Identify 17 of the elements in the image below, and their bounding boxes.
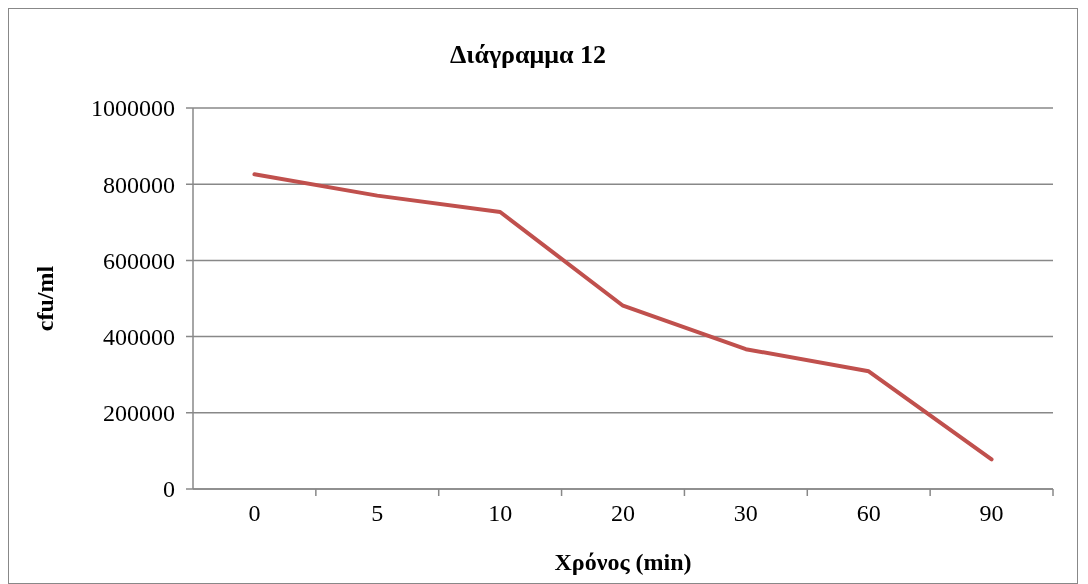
y-tick-label: 0 — [163, 476, 175, 503]
x-tick-label: 0 — [248, 500, 261, 526]
x-tick-label: 60 — [856, 500, 881, 526]
x-tick-label: 5 — [371, 500, 384, 526]
y-axis-title: cfu/ml — [32, 265, 58, 332]
x-tick-label: 10 — [488, 500, 513, 526]
line-series — [252, 172, 994, 462]
y-tick-label: 200000 — [103, 400, 175, 427]
y-tick-label: 1000000 — [91, 95, 175, 122]
chart-title: Διάγραμμα 12 — [450, 40, 606, 69]
y-tick-label: 400000 — [103, 324, 175, 350]
x-axis-title: Χρόνος (min) — [554, 549, 692, 575]
x-tick-label: 90 — [979, 500, 1004, 526]
x-tick-label: 20 — [611, 500, 635, 526]
x-tick-label: 30 — [733, 500, 758, 526]
y-tick-label: 600000 — [103, 247, 175, 274]
y-tick-label: 800000 — [103, 171, 175, 198]
